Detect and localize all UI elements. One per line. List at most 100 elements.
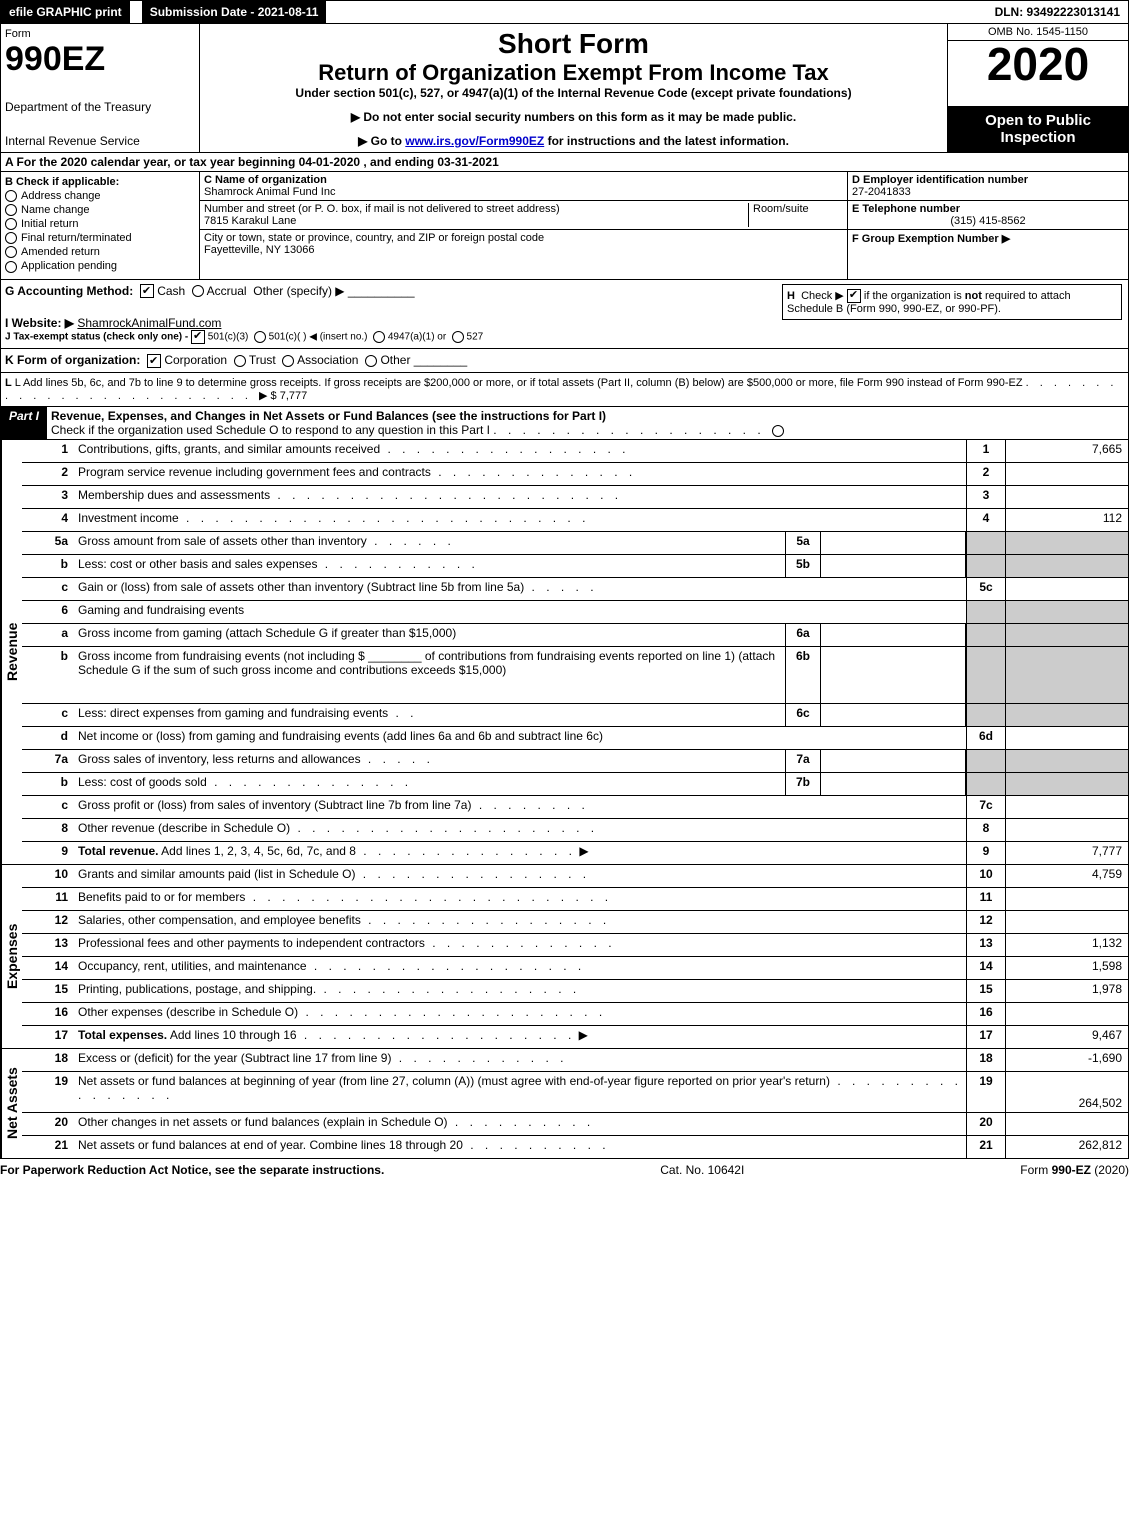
line-num: 7a xyxy=(22,750,74,772)
expenses-section: Expenses 10Grants and similar amounts pa… xyxy=(0,865,1129,1049)
k-corporation-chk[interactable] xyxy=(147,354,161,368)
chk-name-change[interactable] xyxy=(5,204,17,216)
line-outlabel: 16 xyxy=(966,1003,1006,1025)
k-association-chk[interactable] xyxy=(282,355,294,367)
line-num: 3 xyxy=(22,486,74,508)
tax-year: 2020 xyxy=(948,41,1128,87)
line-num: 18 xyxy=(22,1049,74,1071)
line-text: Other expenses (describe in Schedule O) … xyxy=(74,1003,966,1025)
irs-link[interactable]: www.irs.gov/Form990EZ xyxy=(405,134,544,148)
h-checkbox[interactable] xyxy=(847,289,861,303)
line-text: Gross income from gaming (attach Schedul… xyxy=(74,624,785,646)
k-trust-chk[interactable] xyxy=(234,355,246,367)
line-num: 8 xyxy=(22,819,74,841)
j-527-chk[interactable] xyxy=(452,331,464,343)
line-amt xyxy=(1006,704,1128,726)
ein: 27-2041833 xyxy=(852,186,1124,198)
line-outlabel: 19 xyxy=(966,1072,1006,1112)
j-501c-chk[interactable] xyxy=(254,331,266,343)
line-amt: 7,665 xyxy=(1006,440,1128,462)
line-amt xyxy=(1006,911,1128,933)
page-footer: For Paperwork Reduction Act Notice, see … xyxy=(0,1159,1129,1181)
line-text: Gross profit or (loss) from sales of inv… xyxy=(74,796,966,818)
j-4947-chk[interactable] xyxy=(373,331,385,343)
line-inamt xyxy=(821,647,966,703)
line-amt xyxy=(1006,750,1128,772)
c-label: C Name of organization xyxy=(204,174,843,186)
chk-address-change[interactable] xyxy=(5,190,17,202)
line-text: Gain or (loss) from sale of assets other… xyxy=(74,578,966,600)
line-outlabel: 11 xyxy=(966,888,1006,910)
line-num: c xyxy=(22,578,74,600)
check-b-column: B Check if applicable: Address change Na… xyxy=(1,172,200,279)
line-outlabel xyxy=(966,555,1006,577)
line-outlabel xyxy=(966,773,1006,795)
line-outlabel: 9 xyxy=(966,842,1006,864)
form-number: 990EZ xyxy=(5,40,195,79)
line-inamt xyxy=(821,532,966,554)
line-amt: 1,978 xyxy=(1006,980,1128,1002)
ghijkl-block: H Check ▶ if the organization is not req… xyxy=(0,280,1129,350)
footer-left: For Paperwork Reduction Act Notice, see … xyxy=(0,1163,384,1177)
line-text: Contributions, gifts, grants, and simila… xyxy=(74,440,966,462)
line-amt xyxy=(1006,532,1128,554)
line-outlabel: 4 xyxy=(966,509,1006,531)
k-other-chk[interactable] xyxy=(365,355,377,367)
header-left: Form 990EZ Department of the Treasury In… xyxy=(1,24,200,152)
g-cash-chk[interactable] xyxy=(140,284,154,298)
part-i-label: Part I xyxy=(1,407,47,439)
footer-right: Form 990-EZ (2020) xyxy=(1020,1163,1129,1177)
line-num: 2 xyxy=(22,463,74,485)
right-def-column: D Employer identification number 27-2041… xyxy=(847,172,1128,279)
line-num: 15 xyxy=(22,980,74,1002)
line-num: 10 xyxy=(22,865,74,887)
l-text: L Add lines 5b, 6c, and 7b to line 9 to … xyxy=(15,377,1023,389)
line-inamt xyxy=(821,704,966,726)
line-outlabel: 14 xyxy=(966,957,1006,979)
submission-date: Submission Date - 2021-08-11 xyxy=(138,1,331,23)
header-right: OMB No. 1545-1150 2020 Open to Public In… xyxy=(948,24,1128,152)
line-outlabel: 10 xyxy=(966,865,1006,887)
line-num: 20 xyxy=(22,1113,74,1135)
line-inlabel: 6a xyxy=(785,624,821,646)
tax-year-line: A For the 2020 calendar year, or tax yea… xyxy=(0,153,1129,172)
part-i-checkbox[interactable] xyxy=(772,425,784,437)
chk-label: Amended return xyxy=(21,246,100,258)
irs: Internal Revenue Service xyxy=(5,134,195,148)
chk-label: Application pending xyxy=(21,260,117,272)
j-501c3-chk[interactable] xyxy=(191,330,205,344)
line-outlabel xyxy=(966,750,1006,772)
street-label: Number and street (or P. O. box, if mail… xyxy=(204,203,748,215)
line-num: 9 xyxy=(22,842,74,864)
line-outlabel: 18 xyxy=(966,1049,1006,1071)
line-inlabel: 7b xyxy=(785,773,821,795)
chk-final-return[interactable] xyxy=(5,232,17,244)
line-text: Net income or (loss) from gaming and fun… xyxy=(74,727,966,749)
chk-application-pending[interactable] xyxy=(5,261,17,273)
line-num: b xyxy=(22,555,74,577)
line-text: Net assets or fund balances at end of ye… xyxy=(74,1136,966,1158)
efile-print-button[interactable]: efile GRAPHIC print xyxy=(1,1,130,23)
line-num: 5a xyxy=(22,532,74,554)
g-accrual-chk[interactable] xyxy=(192,285,204,297)
f-label: F Group Exemption Number ▶ xyxy=(852,232,1124,245)
line-text: Total expenses. Add lines 10 through 16 … xyxy=(74,1026,966,1048)
line-text: Gross income from fundraising events (no… xyxy=(74,647,785,703)
line-outlabel: 20 xyxy=(966,1113,1006,1135)
line-num: 13 xyxy=(22,934,74,956)
line-num: c xyxy=(22,796,74,818)
chk-initial-return[interactable] xyxy=(5,218,17,230)
line-outlabel: 1 xyxy=(966,440,1006,462)
line-amt xyxy=(1006,773,1128,795)
chk-amended-return[interactable] xyxy=(5,246,17,258)
line-amt xyxy=(1006,486,1128,508)
h-box: H Check ▶ if the organization is not req… xyxy=(782,284,1122,320)
line-amt: 1,598 xyxy=(1006,957,1128,979)
line-num: a xyxy=(22,624,74,646)
line-outlabel: 7c xyxy=(966,796,1006,818)
line-amt: 112 xyxy=(1006,509,1128,531)
website-link[interactable]: ShamrockAnimalFund.com xyxy=(77,316,221,330)
line-num: b xyxy=(22,773,74,795)
netassets-section: Net Assets 18Excess or (deficit) for the… xyxy=(0,1049,1129,1159)
line-amt: 7,777 xyxy=(1006,842,1128,864)
